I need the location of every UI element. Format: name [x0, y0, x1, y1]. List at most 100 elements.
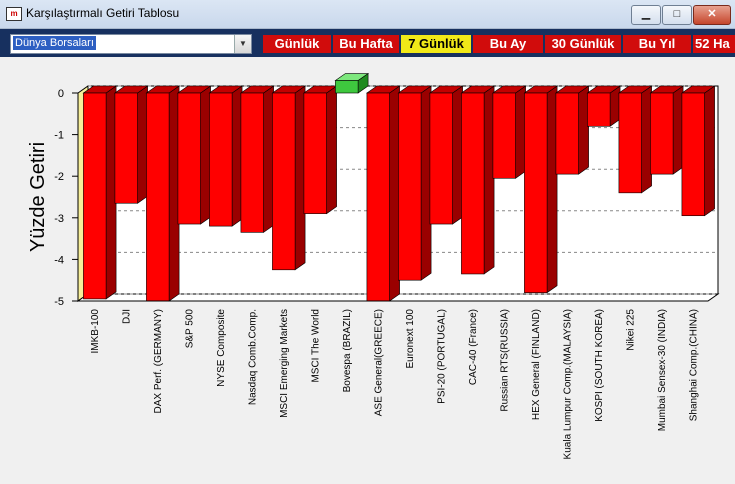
bar-front	[303, 92, 327, 214]
x-tick-label: KOSPI (SOUTH KOREA)	[594, 309, 605, 422]
bar-front	[209, 92, 233, 227]
bar-side	[168, 85, 180, 302]
return-comparison-chart: 0 -1 -2 -3 -4 -5 Yüzde Getiri IMKB-100 DJI DAX Pe…	[27, 72, 720, 459]
bar	[176, 85, 212, 225]
bar-front	[272, 92, 296, 271]
y-tick-label: -2	[54, 171, 64, 183]
x-tick-label: Nasdaq Comb.Comp.	[247, 309, 258, 405]
bar	[554, 85, 590, 175]
window-title: Karşılaştırmalı Getiri Tablosu	[26, 6, 180, 20]
x-tick-label: Euronext 100	[405, 309, 416, 369]
bar-side	[641, 85, 652, 194]
x-tick-label: Bovespa (BRAZIL)	[342, 309, 353, 392]
bar-side	[231, 85, 243, 227]
tab-30-gunluk[interactable]: 30 Günlük	[545, 35, 621, 53]
bar-front	[492, 92, 516, 179]
bar	[82, 85, 118, 300]
chevron-down-icon[interactable]: ▼	[234, 35, 251, 53]
bar-front	[524, 92, 548, 293]
bar-side	[578, 85, 589, 175]
y-tick-label: -1	[54, 130, 64, 142]
x-tick-label: Kuala Lumpur Comp.(MALAYSIA)	[562, 309, 573, 459]
tab-gunluk[interactable]: Günlük	[263, 35, 331, 53]
bar	[428, 85, 464, 225]
bar-side	[105, 85, 117, 300]
tab-52-hafta[interactable]: 52 Ha	[693, 35, 735, 53]
x-tick-label: Nikei 225	[625, 309, 636, 351]
bar-front	[366, 92, 390, 302]
x-tick-label: NYSE Composite	[216, 309, 227, 387]
bar	[649, 85, 685, 175]
y-tick-label: -5	[54, 296, 64, 308]
bar-front	[587, 92, 611, 127]
app-icon: m	[6, 7, 22, 21]
bar-front	[618, 92, 642, 194]
bar	[365, 85, 401, 302]
x-tick-label: Russian RTS(RUSSIA)	[499, 309, 510, 412]
bar-front	[177, 92, 201, 225]
bar-side	[672, 85, 684, 175]
bar	[145, 85, 181, 302]
market-select[interactable]: Dünya Borsaları ▼	[10, 34, 252, 54]
y-tick-label: -3	[54, 213, 64, 225]
bar-side	[389, 85, 400, 302]
bar-side	[420, 85, 432, 281]
bar	[397, 85, 433, 281]
bar	[302, 85, 338, 215]
period-tabs: Günlük Bu Hafta 7 Günlük Bu Ay 30 Günlük…	[263, 35, 735, 53]
y-tick-label: -4	[54, 254, 64, 266]
bar-side	[515, 85, 526, 179]
bar	[208, 85, 244, 227]
x-tick-label: IMKB-100	[90, 309, 101, 354]
minimize-button[interactable]: ▁	[631, 5, 661, 25]
bar-front	[398, 92, 422, 281]
x-tick-label: PSI-20 (PORTUGAL)	[436, 309, 447, 404]
bar-side	[546, 85, 558, 294]
bar-side	[704, 85, 715, 217]
x-tick-label: DJI	[121, 309, 132, 324]
bar-front	[681, 92, 705, 217]
bar-side	[200, 85, 211, 225]
tab-bu-ay[interactable]: Bu Ay	[473, 35, 543, 53]
market-select-value: Dünya Borsaları	[13, 36, 96, 50]
x-tick-label: HEX General (FINLAND)	[531, 309, 542, 420]
bar	[239, 85, 275, 233]
bar-front	[146, 92, 170, 302]
bar-side	[326, 85, 337, 215]
bar-front	[240, 92, 264, 233]
toolbar: Dünya Borsaları ▼ Günlük Bu Hafta 7 Günl…	[0, 29, 735, 57]
bar	[491, 85, 527, 179]
close-button[interactable]: ✕	[693, 5, 731, 25]
x-tick-label: Mumbai Sensex-30 (INDIA)	[657, 309, 668, 431]
bar-front	[650, 92, 674, 175]
bar-front	[83, 92, 107, 300]
tab-7-gunluk[interactable]: 7 Günlük	[401, 35, 471, 53]
bar-front	[114, 92, 138, 204]
bar-side	[263, 85, 274, 233]
bar	[113, 85, 149, 204]
x-tick-label: CAC-40 (France)	[468, 309, 479, 385]
bar	[617, 85, 653, 194]
bar	[271, 85, 307, 271]
y-tick-label: 0	[58, 88, 64, 100]
bar-front	[555, 92, 579, 175]
bar-front	[461, 92, 485, 275]
bar	[334, 72, 370, 94]
x-tick-label: ASE General(GREECE)	[373, 309, 384, 416]
tab-bu-yil[interactable]: Bu Yıl	[623, 35, 691, 53]
bar-side	[483, 85, 495, 275]
x-tick-label: MSCI Emerging Markets	[279, 309, 290, 418]
tab-bu-hafta[interactable]: Bu Hafta	[333, 35, 399, 53]
bar	[460, 85, 496, 275]
title-bar: m Karşılaştırmalı Getiri Tablosu ▁ □ ✕	[0, 0, 735, 29]
bar	[680, 85, 716, 217]
maximize-button[interactable]: □	[662, 5, 692, 25]
x-tick-label: MSCI The World	[310, 309, 321, 383]
x-tick-label: DAX Perf. (GERMANY)	[153, 309, 164, 413]
bar-front	[335, 80, 359, 94]
bar-side	[294, 85, 306, 271]
y-axis-label: Yüzde Getiri	[27, 142, 49, 252]
bar	[586, 85, 622, 127]
bar-front	[429, 92, 453, 225]
bar	[523, 85, 559, 294]
